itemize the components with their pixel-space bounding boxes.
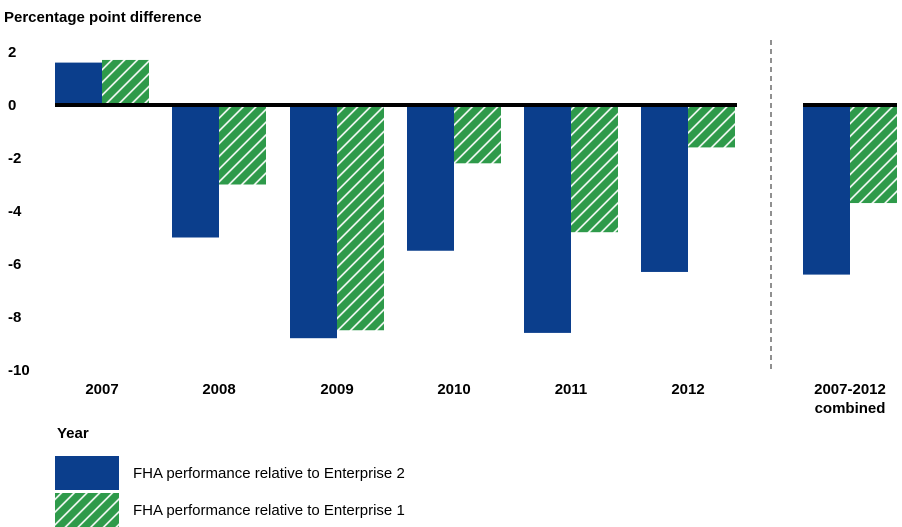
x-axis-ticks: 2007 2008 2009 2010 2011 2012 2007-2012 combine… — [85, 381, 886, 417]
legend-label: FHA performance relative to Enterprise 1 — [133, 501, 405, 519]
bar-enterprise-1-2008 — [219, 105, 266, 185]
bar-enterprise-1-2010 — [454, 105, 501, 164]
bar-enterprise-1-2009 — [337, 105, 384, 331]
bar-enterprise-2-2007 — [55, 62, 102, 105]
bars — [55, 59, 897, 339]
y-tick-label: -6 — [8, 256, 21, 273]
x-tick-label: 2010 — [437, 381, 470, 398]
bar-enterprise-1-2012 — [688, 105, 735, 148]
legend-swatch-solid — [55, 456, 119, 490]
x-tick-label: combined — [815, 400, 886, 417]
y-tick-label: 2 — [8, 44, 16, 61]
x-axis-title: Year — [57, 425, 89, 442]
x-tick-label: 2012 — [671, 381, 704, 398]
bar-enterprise-2-2009 — [290, 105, 337, 339]
y-tick-label: -10 — [8, 362, 30, 379]
legend-item-enterprise-1: FHA performance relative to Enterprise 1 — [55, 493, 405, 527]
legend-swatch-hatched — [55, 493, 119, 527]
bar-enterprise-2-2007-2012-combined — [803, 105, 850, 275]
bar-enterprise-2-2010 — [407, 105, 454, 251]
y-tick-label: 0 — [8, 97, 16, 114]
bar-enterprise-1-2007-2012-combined — [850, 105, 897, 204]
bar-enterprise-1-2007 — [102, 59, 149, 105]
x-tick-label: 2007-2012 — [814, 381, 886, 398]
legend-item-enterprise-2: FHA performance relative to Enterprise 2 — [55, 456, 405, 490]
bar-enterprise-2-2011 — [524, 105, 571, 333]
bar-enterprise-2-2008 — [172, 105, 219, 238]
x-tick-label: 2007 — [85, 381, 118, 398]
y-tick-label: -4 — [8, 203, 22, 220]
bar-enterprise-2-2012 — [641, 105, 688, 272]
y-tick-label: -8 — [8, 309, 21, 326]
legend-label: FHA performance relative to Enterprise 2 — [133, 464, 405, 482]
y-tick-label: -2 — [8, 150, 21, 167]
y-axis-title: Percentage point difference — [4, 9, 202, 26]
bar-enterprise-1-2011 — [571, 105, 618, 233]
x-tick-label: 2009 — [320, 381, 353, 398]
y-axis-ticks: 2 0 -2 -4 -6 -8 -10 — [8, 44, 30, 379]
x-tick-label: 2008 — [202, 381, 235, 398]
x-tick-label: 2011 — [555, 381, 588, 398]
